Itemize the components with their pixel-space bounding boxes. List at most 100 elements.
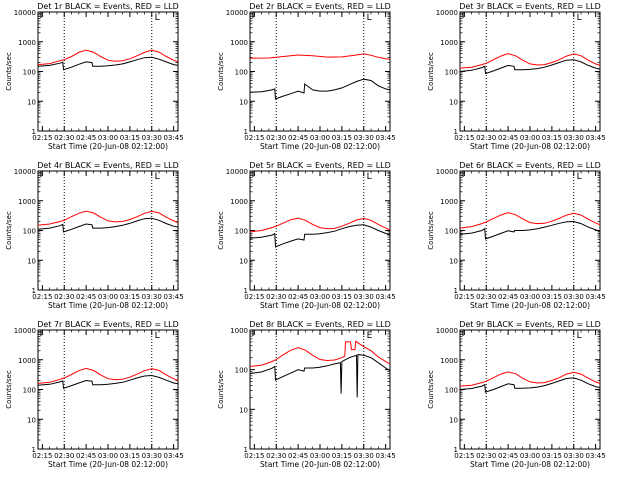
x-tick-label: 02:30	[54, 293, 74, 301]
y-tick-label: 10000	[436, 327, 458, 335]
y-tick-label: 100	[235, 228, 248, 236]
chart-title: Det 9r BLACK = Events, RED = LLD	[459, 320, 601, 329]
chart-panel-7: Det 7r BLACK = Events, RED = LLD 1 10 100 10…	[5, 320, 184, 469]
y-tick-label: 100	[445, 387, 458, 395]
plot-frame	[249, 329, 391, 450]
x-tick-label: 02:30	[266, 452, 286, 460]
x-tick-label: 03:30	[354, 134, 374, 142]
x-tick-label: 03:15	[120, 134, 140, 142]
series-events-line	[459, 220, 601, 240]
x-tick-label: 03:15	[120, 452, 140, 460]
series-lld-line	[249, 53, 391, 60]
y-axis-label: Counts/sec	[427, 370, 435, 409]
y-tick-label: 100	[23, 387, 36, 395]
plot-frame	[37, 170, 179, 291]
series-lld-line	[459, 53, 601, 69]
plot-frame	[459, 329, 601, 450]
x-tick-label: 03:45	[586, 452, 606, 460]
y-tick-label: 100	[445, 69, 458, 77]
y-tick-label: 1	[32, 128, 36, 136]
x-axis-label: Start Time (20-Jun-08 02:12:00)	[48, 142, 168, 151]
y-tick-label: 1	[244, 287, 248, 295]
x-tick-label: 02:45	[498, 134, 518, 142]
series-lld-line	[37, 210, 179, 226]
y-tick-label: 100	[445, 228, 458, 236]
chart-panel-5: Det 5r BLACK = Events, RED = LLD 1 10 100 10…	[217, 161, 396, 310]
x-axis-label: Start Time (20-Jun-08 02:12:00)	[260, 142, 380, 151]
y-tick-label: 1	[32, 287, 36, 295]
plot-frame	[249, 170, 391, 291]
x-tick-label: 02:15	[244, 293, 264, 301]
x-tick-label: 03:30	[354, 293, 374, 301]
x-tick-label: 03:30	[142, 452, 162, 460]
marker-label: L	[155, 172, 160, 182]
x-tick-label: 03:00	[98, 452, 118, 460]
x-axis-label: Start Time (20-Jun-08 02:12:00)	[470, 142, 590, 151]
y-tick-label: 1000	[440, 357, 458, 365]
y-tick-label: 10000	[436, 9, 458, 17]
x-axis-label: Start Time (20-Jun-08 02:12:00)	[260, 301, 380, 310]
y-tick-label: 10	[27, 257, 36, 265]
x-tick-label: 03:30	[142, 134, 162, 142]
x-tick-label: 02:45	[288, 452, 308, 460]
x-tick-label: 03:45	[586, 134, 606, 142]
x-tick-label: 03:45	[164, 452, 184, 460]
y-axis-label: Counts/sec	[217, 52, 225, 91]
series-lld-line	[459, 371, 601, 387]
x-tick-label: 03:00	[310, 452, 330, 460]
y-axis-label: Counts/sec	[217, 370, 225, 409]
x-tick-label: 02:45	[76, 134, 96, 142]
y-tick-label: 10	[449, 257, 458, 265]
y-tick-label: 1	[454, 446, 458, 454]
y-tick-label: 1	[244, 446, 248, 454]
chart-title: Det 4r BLACK = Events, RED = LLD	[37, 161, 179, 170]
x-tick-label: 02:45	[288, 293, 308, 301]
marker-label: L	[367, 13, 372, 23]
series-lld-line	[249, 217, 391, 233]
y-tick-label: 10	[239, 406, 248, 414]
marker-label: L	[155, 331, 160, 341]
series-events-line	[249, 354, 391, 398]
chart-panel-6: Det 6r BLACK = Events, RED = LLD 1 10 100 10…	[427, 161, 606, 310]
x-tick-label: 02:15	[454, 452, 474, 460]
x-tick-label: 02:30	[476, 293, 496, 301]
y-tick-label: 10	[239, 257, 248, 265]
y-axis-label: Counts/sec	[5, 211, 13, 250]
x-tick-label: 03:00	[520, 452, 540, 460]
x-tick-label: 03:45	[376, 452, 396, 460]
marker-label: E	[367, 331, 373, 341]
x-tick-label: 03:00	[98, 134, 118, 142]
series-events-line	[459, 377, 601, 393]
series-lld-line	[37, 49, 179, 66]
x-tick-label: 03:15	[542, 293, 562, 301]
y-tick-label: 1000	[18, 39, 36, 47]
x-tick-label: 03:45	[164, 293, 184, 301]
y-tick-label: 100	[23, 228, 36, 236]
chart-panel-4: Det 4r BLACK = Events, RED = LLD 1 10 100 10…	[5, 161, 184, 310]
chart-title: Det 1r BLACK = Events, RED = LLD	[37, 2, 179, 11]
y-tick-label: 1000	[230, 39, 248, 47]
marker-label: L	[155, 13, 160, 23]
y-tick-label: 10000	[436, 168, 458, 176]
y-tick-label: 1000	[440, 39, 458, 47]
y-tick-label: 10	[27, 98, 36, 106]
x-tick-label: 02:45	[498, 293, 518, 301]
marker-label: L	[367, 172, 372, 182]
x-tick-label: 02:15	[32, 134, 52, 142]
chart-title: Det 5r BLACK = Events, RED = LLD	[249, 161, 391, 170]
y-axis-label: Counts/sec	[5, 370, 13, 409]
series-events-line	[249, 78, 391, 100]
y-axis-label: Counts/sec	[217, 211, 225, 250]
x-tick-label: 02:30	[54, 452, 74, 460]
x-axis-label: Start Time (20-Jun-08 02:12:00)	[260, 460, 380, 469]
x-tick-label: 03:00	[98, 293, 118, 301]
plot-frame	[37, 329, 179, 450]
x-tick-label: 03:00	[520, 293, 540, 301]
y-tick-label: 100	[235, 69, 248, 77]
x-tick-label: 03:45	[376, 134, 396, 142]
x-tick-label: 03:00	[310, 293, 330, 301]
plot-frame	[249, 11, 391, 132]
y-tick-label: 10	[239, 98, 248, 106]
x-tick-label: 03:00	[520, 134, 540, 142]
y-tick-label: 1	[454, 287, 458, 295]
